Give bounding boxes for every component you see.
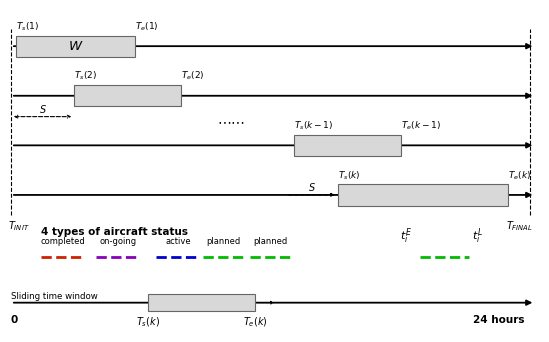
Text: planned: planned [206,237,241,246]
Text: $T_e$$(2)$: $T_e$$(2)$ [181,70,205,82]
FancyBboxPatch shape [16,36,135,57]
Text: $T_s$$(2)$: $T_s$$(2)$ [74,70,97,82]
Text: $T_e$$(k)$: $T_e$$(k)$ [508,169,531,182]
Text: $t_i^L$: $t_i^L$ [472,227,483,246]
FancyBboxPatch shape [294,135,401,156]
Text: planned: planned [253,237,288,246]
Text: $T_s$$(k)$: $T_s$$(k)$ [338,169,360,182]
FancyBboxPatch shape [74,85,181,106]
Text: $S$: $S$ [307,181,316,193]
Text: $T_{INIT}$: $T_{INIT}$ [8,219,30,233]
Text: $T_s(k)$: $T_s(k)$ [136,315,160,329]
Text: 4 types of aircraft status: 4 types of aircraft status [41,227,188,237]
Text: $T_e$$(k-1)$: $T_e$$(k-1)$ [401,119,441,132]
Text: 0: 0 [10,315,18,325]
Text: $\cdots\cdots$: $\cdots\cdots$ [216,115,245,128]
Text: $S$: $S$ [38,103,47,115]
FancyBboxPatch shape [338,184,508,206]
Text: Sliding time window: Sliding time window [11,292,98,301]
Text: $T_{FINAL}$: $T_{FINAL}$ [506,219,533,233]
FancyBboxPatch shape [148,294,255,311]
Text: completed: completed [41,237,86,246]
Text: $T_e(k)$: $T_e(k)$ [243,315,268,329]
Text: $T_s$$(1)$: $T_s$$(1)$ [16,20,40,33]
Text: $t_i^E$: $t_i^E$ [400,227,412,246]
Text: $T_e$$(1)$: $T_e$$(1)$ [135,20,158,33]
Text: $T_s$$(k-1)$: $T_s$$(k-1)$ [294,119,333,132]
Text: on-going: on-going [99,237,137,246]
Text: 24 hours: 24 hours [473,315,524,325]
Text: $W$: $W$ [68,40,83,53]
Text: active: active [166,237,191,246]
